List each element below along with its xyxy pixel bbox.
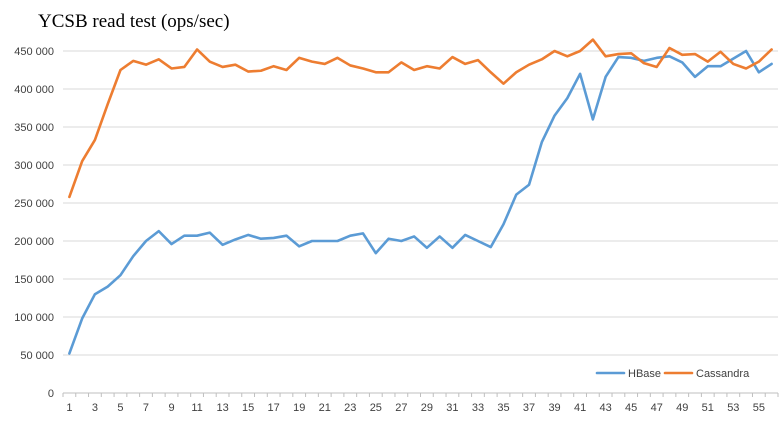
y-tick-label: 350 000	[14, 122, 54, 134]
x-tick-label: 21	[319, 402, 331, 414]
x-tick-label: 45	[625, 402, 637, 414]
chart-title: YCSB read test (ops/sec)	[38, 11, 230, 32]
y-tick-label: 250 000	[14, 198, 54, 210]
x-tick-label: 13	[216, 402, 228, 414]
x-tick-label: 49	[676, 402, 688, 414]
x-tick-label: 3	[92, 402, 98, 414]
y-tick-label: 100 000	[14, 312, 54, 324]
legend-label-hbase: HBase	[628, 368, 661, 380]
y-tick-label: 0	[48, 388, 54, 400]
legend-label-cassandra: Cassandra	[696, 368, 750, 380]
x-tick-label: 7	[143, 402, 149, 414]
x-tick-label: 47	[651, 402, 663, 414]
series-lines	[68, 38, 773, 355]
y-tick-label: 200 000	[14, 236, 54, 248]
series-line-cassandra	[68, 38, 773, 199]
y-tick-label: 400 000	[14, 84, 54, 96]
y-tick-label: 300 000	[14, 160, 54, 172]
x-tick-label: 37	[523, 402, 535, 414]
y-tick-label: 50 000	[20, 350, 54, 362]
x-tick-label: 31	[446, 402, 458, 414]
x-tick-label: 51	[702, 402, 714, 414]
y-tick-label: 150 000	[14, 274, 54, 286]
x-tick-label: 35	[497, 402, 509, 414]
x-tick-label: 25	[370, 402, 382, 414]
series-line-hbase	[68, 49, 773, 355]
x-tick-label: 11	[191, 402, 202, 414]
x-tick-label: 15	[242, 402, 254, 414]
x-tick-label: 41	[574, 402, 586, 414]
x-tick-label: 1	[66, 402, 72, 414]
y-tick-label: 450 000	[14, 46, 54, 58]
x-tick-label: 17	[268, 402, 280, 414]
gridlines	[63, 50, 778, 394]
x-tick-label: 5	[117, 402, 123, 414]
x-tick-label: 29	[421, 402, 433, 414]
legend: HBase Cassandra	[595, 368, 750, 380]
x-tick-label: 27	[395, 402, 407, 414]
x-tick-label: 43	[600, 402, 612, 414]
y-axis-tick-labels: 0 50 000 100 000 150 000 200 000 250 000 300 0…	[14, 46, 54, 400]
x-tick-label: 55	[753, 402, 765, 414]
x-axis-tick-labels: 1 3 5 7 9 11 13 15 17 19 21 23 25 27 29 31 33 35 37 39 41 43 4…	[62, 393, 779, 414]
x-tick-label: 33	[472, 402, 484, 414]
x-tick-label: 19	[293, 402, 305, 414]
x-tick-label: 9	[168, 402, 174, 414]
x-tick-label: 53	[727, 402, 739, 414]
x-tick-label: 39	[548, 402, 560, 414]
x-tick-label: 23	[344, 402, 356, 414]
